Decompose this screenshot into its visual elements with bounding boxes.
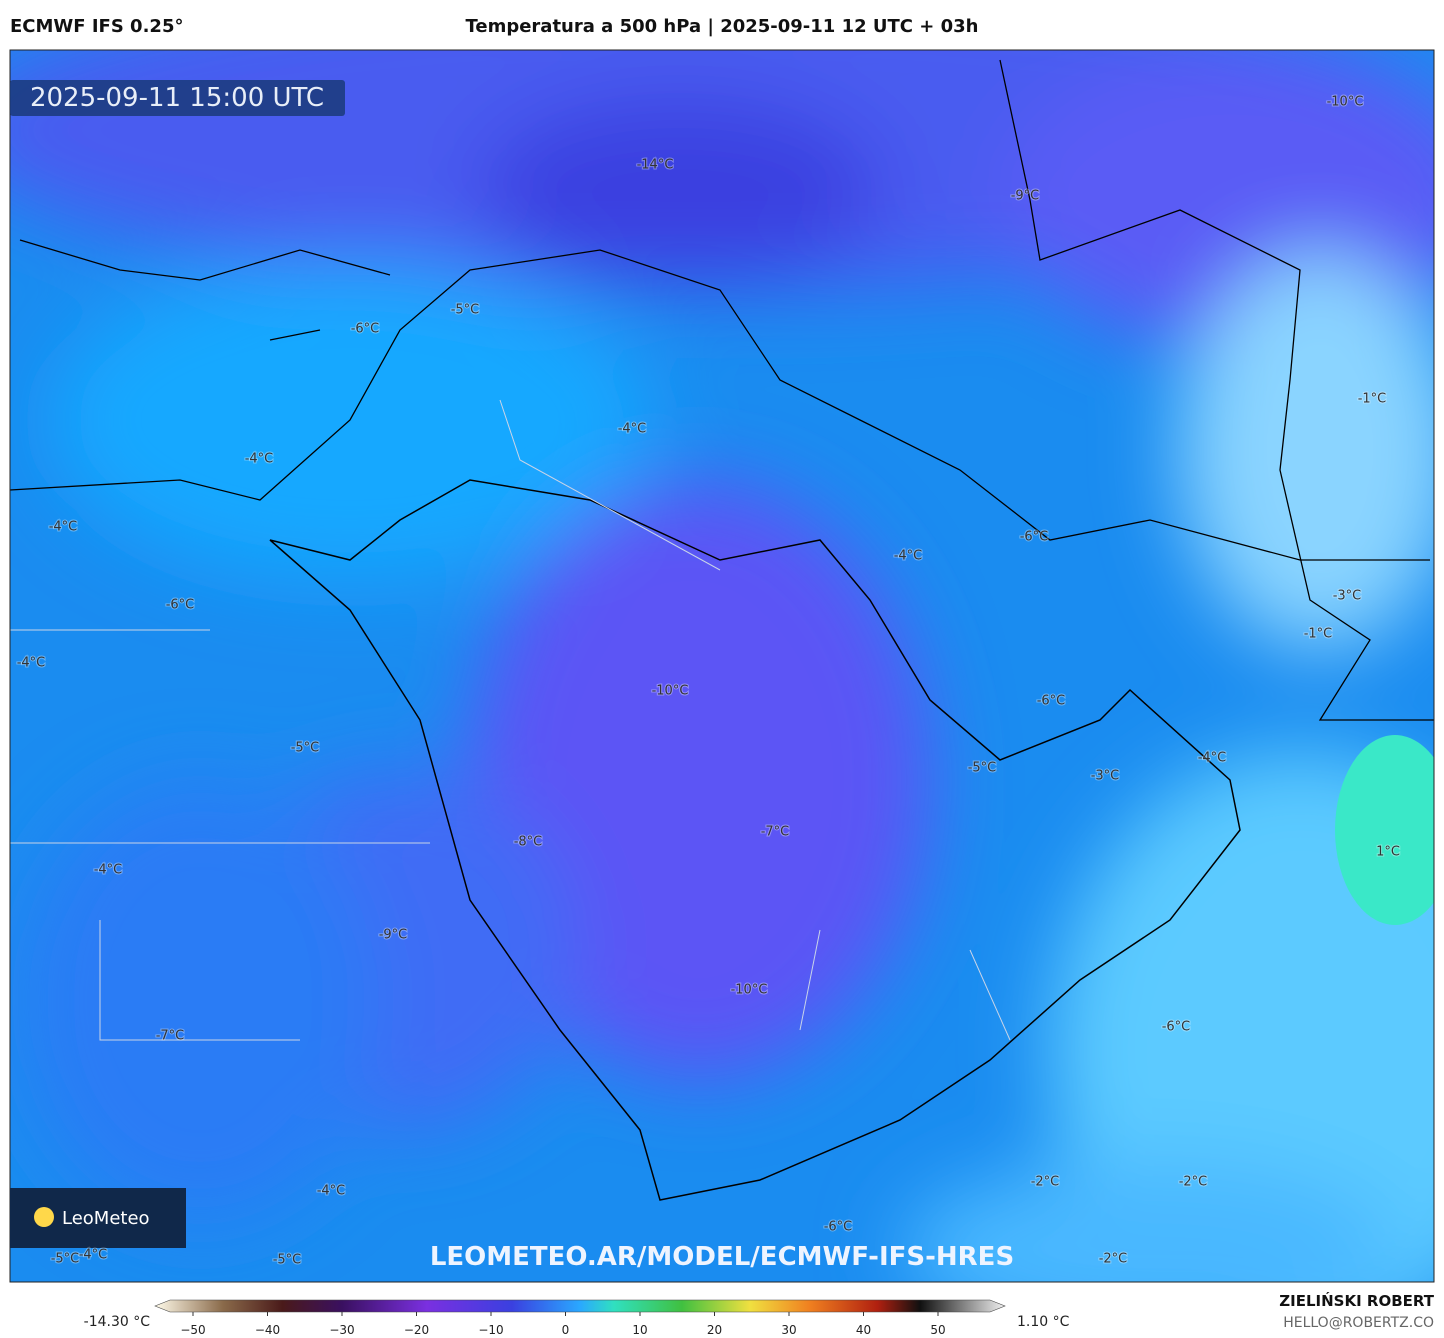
contour-label: -2°C	[1179, 1175, 1208, 1190]
model-name: ECMWF IFS 0.25°	[10, 16, 183, 37]
colorbar-tick-label: 30	[781, 1323, 796, 1337]
contour-label: -4°C	[49, 520, 78, 535]
colorbar-tick-label: 20	[707, 1323, 722, 1337]
contour-label: -7°C	[761, 825, 790, 840]
contour-label: -2°C	[1099, 1252, 1128, 1267]
contour-labels: -10°C -14°C -9°C -5°C -6°C -1°C -4°C -4°C -4°C -6…	[16, 94, 1401, 1269]
contour-label: -9°C	[1011, 189, 1040, 204]
colorbar-tick-label: 50	[930, 1323, 945, 1337]
colorbar-max: 1.10 °C	[1017, 1314, 1070, 1330]
map-title: Temperatura a 500 hPa | 2025-09-11 12 UT…	[465, 16, 978, 37]
colorbar-tick-label: −10	[478, 1323, 503, 1337]
contour-label: -14°C	[637, 158, 674, 173]
valid-time: 2025-09-11 15:00 UTC	[30, 83, 324, 113]
contour-label: -2°C	[1031, 1175, 1060, 1190]
contour-label: -6°C	[824, 1220, 853, 1235]
colorbar-tick-label: −30	[329, 1323, 354, 1337]
contour-label: -6°C	[1020, 530, 1049, 545]
logo: LeoMeteo	[62, 1208, 150, 1229]
colorbar-tick-label: −20	[404, 1323, 429, 1337]
colorbar-tick-label: −50	[180, 1323, 205, 1337]
watermark: LEOMETEO.AR/MODEL/ECMWF-IFS-HRES	[430, 1242, 1014, 1272]
contour-label: -5°C	[51, 1252, 80, 1267]
contour-label: -5°C	[291, 741, 320, 756]
colorbar-tick-label: 40	[856, 1323, 871, 1337]
email: HELLO@ROBERTZ.CO	[1283, 1315, 1434, 1331]
contour-label: -3°C	[1091, 769, 1120, 784]
map-frame	[9, 49, 1435, 1283]
colorbar-tick-label: −40	[255, 1323, 280, 1337]
contour-label: -4°C	[894, 549, 923, 564]
colorbar-tick-label: 0	[562, 1323, 570, 1337]
contour-label: -10°C	[1327, 95, 1364, 110]
contour-label: 1°C	[1376, 845, 1400, 860]
contour-label: -5°C	[451, 303, 480, 318]
contour-label: -1°C	[1304, 627, 1333, 642]
contour-label: -8°C	[514, 835, 543, 850]
contour-label: -10°C	[731, 983, 768, 998]
contour-label: -6°C	[1037, 694, 1066, 709]
colorbar-min: -14.30 °C	[84, 1314, 151, 1330]
time-box	[10, 80, 345, 116]
contour-label: -5°C	[273, 1253, 302, 1268]
contour-label: -4°C	[317, 1184, 346, 1199]
contour-label: -4°C	[94, 863, 123, 878]
contour-label: -4°C	[618, 422, 647, 437]
contour-label: -1°C	[1358, 392, 1387, 407]
contour-label: -3°C	[1333, 589, 1362, 604]
contour-label: -6°C	[1162, 1020, 1191, 1035]
contour-label: -5°C	[968, 761, 997, 776]
contour-label: -4°C	[245, 452, 274, 467]
colorbar	[154, 1299, 1006, 1313]
contour-label: -7°C	[156, 1029, 185, 1044]
contour-label: -6°C	[166, 598, 195, 613]
colorbar-tick-label: 10	[632, 1323, 647, 1337]
contour-label: -4°C	[79, 1248, 108, 1263]
contour-label: -9°C	[379, 928, 408, 943]
contour-label: -4°C	[1198, 751, 1227, 766]
contour-label: -10°C	[652, 684, 689, 699]
logo-sun	[34, 1207, 54, 1227]
author: ZIELIŃSKI ROBERT	[1279, 1291, 1434, 1310]
colorbar-ticks: −50 −40 −30 −20 −10 0 10 20 30 40 50	[180, 1312, 946, 1337]
contour-label: -4°C	[17, 656, 46, 671]
contour-label: -6°C	[351, 322, 380, 337]
